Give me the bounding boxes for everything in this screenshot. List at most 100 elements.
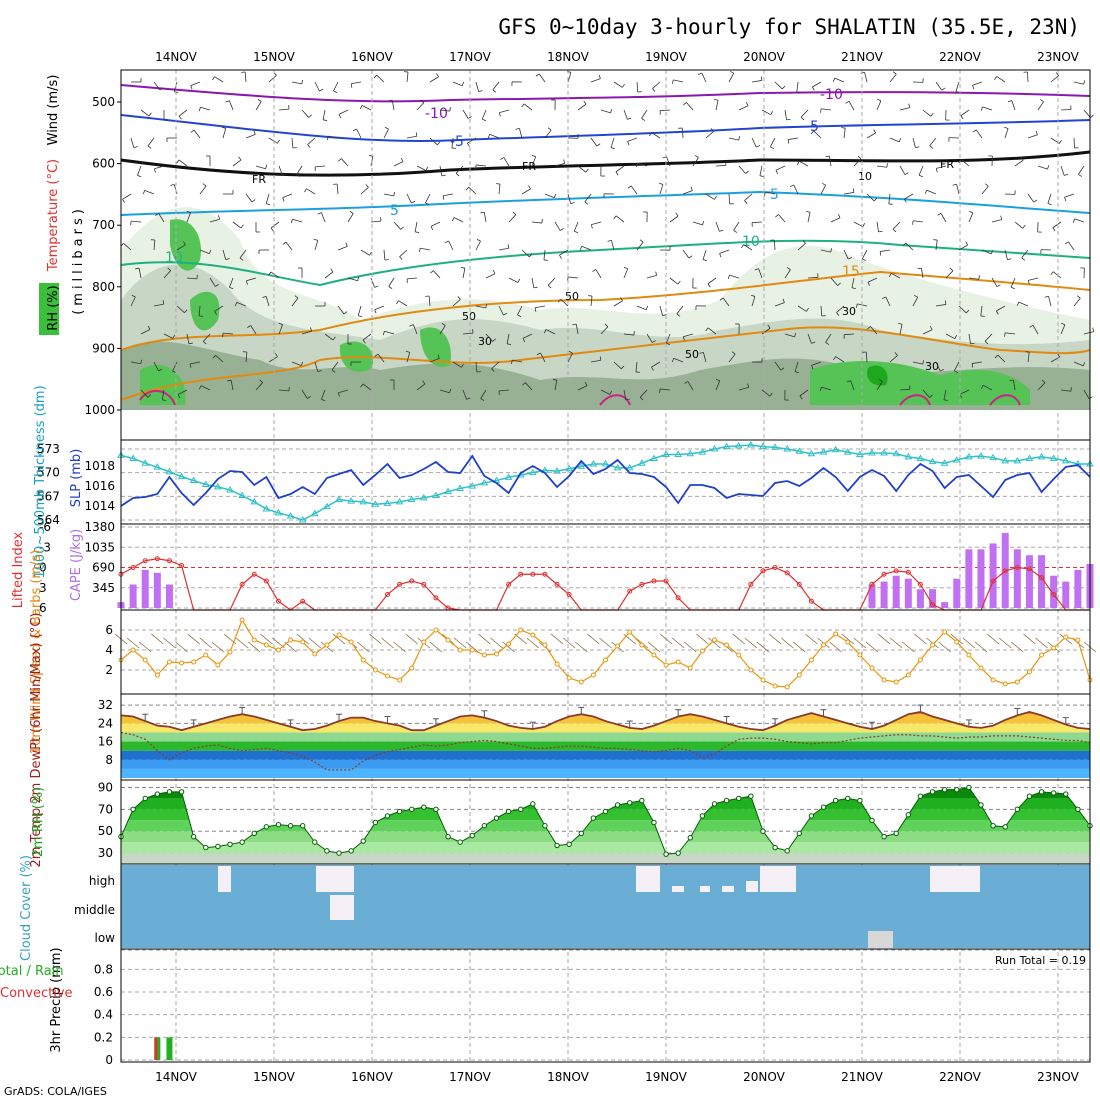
wind-barb-10m — [1035, 637, 1048, 649]
wind-barb-10m — [478, 633, 491, 645]
thickness-point — [759, 442, 767, 450]
wind-barb-flag — [690, 186, 693, 191]
wind-barb — [981, 249, 992, 255]
wind-barb — [544, 193, 555, 199]
wind-speed-point — [469, 647, 475, 653]
wind-barb-flag — [534, 307, 537, 312]
thickness-point — [226, 486, 234, 493]
pressure-tick-label: 700 — [92, 218, 115, 232]
date-label-top: 18NOV — [547, 50, 589, 64]
wind-barb — [153, 81, 161, 91]
wind-barb-flag — [625, 398, 630, 401]
wind-barb-flag — [148, 112, 152, 117]
wind-barb — [681, 127, 684, 139]
thickness-point — [274, 508, 283, 516]
wind-barb — [738, 165, 746, 174]
wind-barb-10m — [1011, 641, 1024, 653]
wind-barb-flag — [409, 324, 414, 327]
rh-point — [711, 801, 718, 807]
wind-barb — [429, 76, 439, 83]
wind-barb-flag — [553, 193, 557, 198]
wind-barb — [131, 220, 142, 223]
wind-barb — [935, 81, 943, 91]
wind-barb — [554, 221, 561, 231]
wind-barb-flag — [750, 294, 756, 297]
wind-barb-flag — [215, 284, 219, 287]
wind-barb — [535, 305, 546, 309]
wind-speed-point — [748, 667, 754, 673]
wind-barb-10m — [526, 637, 540, 649]
wind-barb-flag — [1052, 227, 1056, 232]
side-labels: Wind (m/s) Temperature (°C) (millibars) … — [0, 75, 1086, 1053]
wind-barb — [1048, 296, 1052, 307]
rh-point — [954, 786, 960, 793]
wind-barb — [525, 382, 533, 391]
wind-speed-point — [1014, 679, 1020, 685]
wind-barb — [899, 107, 910, 111]
wind-barb — [888, 193, 891, 204]
wind-barb — [1064, 193, 1075, 198]
rh-label: 50 — [462, 310, 476, 323]
li-point — [639, 581, 645, 587]
wind-speed-point — [760, 677, 766, 683]
wind-barb-flag — [671, 358, 675, 363]
li-point — [239, 581, 245, 587]
wind-barb-10m — [974, 641, 988, 653]
thickness-point — [359, 497, 368, 505]
wind-barb — [830, 217, 841, 223]
cape-bar — [904, 578, 912, 608]
wind-speed-point — [130, 647, 136, 653]
wind-barb-flag — [707, 283, 711, 288]
wind-barb-flag — [782, 298, 785, 303]
wind-barb — [799, 389, 809, 397]
wind-barb-flag — [419, 248, 421, 253]
thickness-point — [977, 452, 985, 459]
rh-point — [1002, 824, 1008, 830]
wind-speed-point — [833, 631, 839, 637]
precip-convective-bar — [154, 1037, 158, 1060]
wind-barb — [270, 221, 280, 229]
wind-barb — [715, 221, 720, 232]
wind-barb-flag — [892, 71, 897, 75]
wind-barb-flag — [1058, 140, 1062, 144]
wind-barb-flag — [733, 230, 738, 233]
wind-barb-10m — [877, 633, 891, 645]
wind-barb-flag — [349, 211, 354, 214]
wind-barb — [475, 305, 486, 309]
wind-barb — [198, 305, 201, 316]
total-rain-label: Total / Rain — [0, 964, 64, 979]
wind-barb-flag — [857, 155, 862, 160]
wind-barb — [336, 184, 339, 195]
wind-barb — [1018, 301, 1029, 307]
wind-barb-flag — [621, 365, 625, 370]
wind-barb — [997, 354, 1006, 363]
wind-barb-flag — [590, 224, 593, 229]
wind-barb — [652, 81, 661, 89]
wind-barb-flag — [1047, 165, 1050, 170]
wind-speed-point — [542, 642, 548, 648]
wind-barb-flag — [310, 327, 312, 332]
wind-speed-point — [263, 642, 269, 648]
wind-barb — [728, 353, 736, 363]
wind-speed-point — [566, 675, 572, 681]
wind-barb — [521, 188, 531, 195]
wind-barb-flag — [789, 184, 794, 187]
cloud-gap — [722, 886, 734, 892]
wind-barb — [301, 389, 308, 399]
wind-barb — [613, 81, 623, 88]
wind-barb-flag — [268, 271, 272, 276]
wind-barb-flag — [873, 197, 878, 202]
wind-speed-point — [275, 647, 281, 653]
wind-barb — [544, 129, 552, 139]
wind-barb — [955, 81, 960, 92]
wind-barb — [890, 272, 901, 279]
wind-barb — [154, 165, 165, 170]
wind-barb — [416, 165, 427, 171]
wind-barb-flag — [227, 379, 232, 382]
wind-barb-flag — [449, 388, 452, 393]
wind-barb-flag — [319, 88, 324, 92]
wind-barb-10m — [550, 633, 564, 645]
wind-barb-flag — [786, 267, 791, 270]
wind-barb-flag — [677, 280, 681, 285]
precip-tick-label: 0.2 — [94, 1030, 113, 1044]
